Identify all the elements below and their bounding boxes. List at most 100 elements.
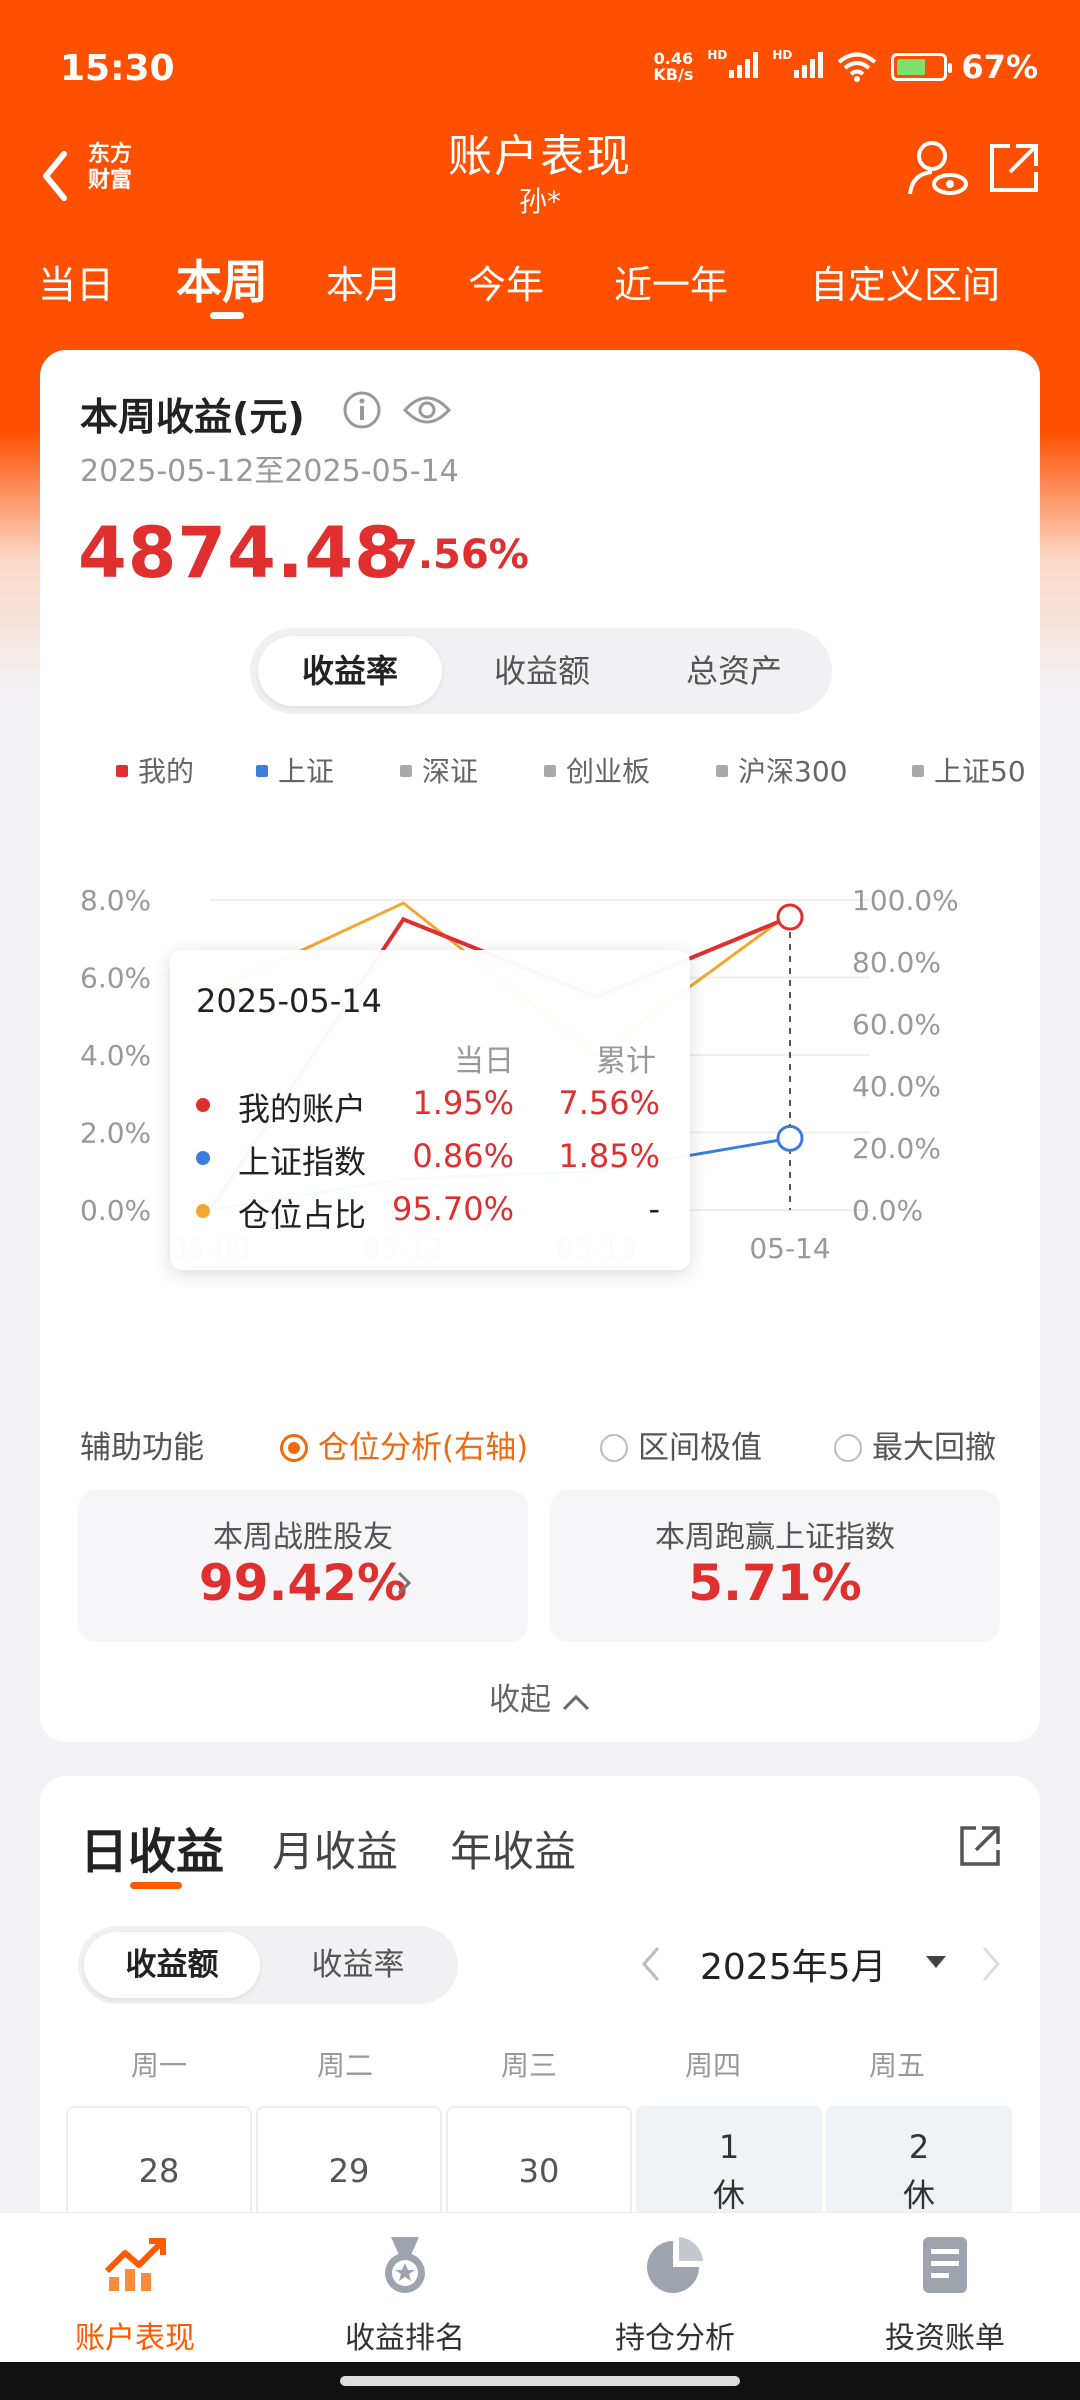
share-icon[interactable] [986, 140, 1042, 196]
nav-profit-ranking[interactable]: 收益排名 [270, 2233, 540, 2357]
segment-return-rate[interactable]: 收益率 [258, 636, 442, 706]
medal-icon [385, 2237, 425, 2293]
chart-tooltip: 2025-05-14 当日 累计 我的账户 1.95% 7.56% 上证指数 0… [170, 950, 690, 1270]
legend-chinext[interactable]: 创业板 [544, 750, 650, 790]
chevron-up-icon [562, 1694, 590, 1711]
data-point [776, 1124, 804, 1152]
chevron-left-icon[interactable] [640, 1944, 662, 1984]
brand-logo: 东方 财富 [88, 142, 133, 193]
info-icon[interactable] [342, 390, 382, 430]
home-indicator[interactable] [340, 2376, 740, 2386]
tooltip-row-index: 上证指数 0.86% 1.85% [196, 1137, 676, 1181]
y-left-tick-label: 8.0% [80, 884, 151, 917]
calendar-mode-segment: 收益额 收益率 [78, 1926, 458, 2004]
tab-monthly-profit[interactable]: 月收益 [272, 1827, 399, 1876]
y-right-tick-label: 60.0% [852, 1008, 941, 1041]
calendar-day[interactable]: 28 [66, 2106, 252, 2226]
radio-position-analysis[interactable]: 仓位分析(右轴) [280, 1422, 528, 1467]
aux-functions: 辅助功能 仓位分析(右轴) 区间极值 最大回撤 [80, 1422, 1020, 1466]
data-point [776, 903, 804, 931]
tab-today[interactable]: 当日 [38, 263, 115, 307]
tab-custom-range[interactable]: 自定义区间 [810, 263, 1001, 307]
tooltip-col-total: 累计 [596, 1044, 656, 1079]
radio-range-extremes[interactable]: 区间极值 [600, 1422, 762, 1467]
signal-2-icon: HD [772, 48, 824, 86]
legend-shanghai[interactable]: 上证 [256, 750, 334, 790]
tab-this-year[interactable]: 今年 [468, 263, 545, 307]
tab-yearly-profit[interactable]: 年收益 [450, 1827, 577, 1876]
net-speed: 0.46 KB/s [653, 49, 694, 84]
wifi-icon [838, 52, 877, 82]
period-tabs: 当日 本周 本月 今年 近一年 自定义区间 [0, 240, 1080, 320]
caret-down-icon[interactable] [926, 1956, 946, 1968]
stat-beat-peers[interactable]: 本周战胜股友 99.42% [78, 1490, 528, 1642]
y-left-tick-label: 6.0% [80, 962, 151, 995]
trend-chart-icon [104, 2238, 166, 2291]
segment-profit-amount[interactable]: 收益额 [84, 1932, 260, 1998]
page-title: 账户表现 [448, 131, 632, 182]
profit-amount: 4874.48 [78, 512, 404, 594]
pie-chart-icon [647, 2237, 703, 2293]
stat-beat-index: 本周跑赢上证指数 5.71% [550, 1490, 1000, 1642]
tab-underline [210, 312, 244, 319]
legend-mine[interactable]: 我的 [116, 750, 194, 790]
legend-sse50[interactable]: 上证50 [912, 750, 1026, 790]
nav-investment-bill[interactable]: 投资账单 [810, 2233, 1080, 2357]
y-right-tick-label: 80.0% [852, 946, 941, 979]
chevron-right-icon[interactable] [980, 1944, 1002, 1984]
battery-icon [891, 53, 953, 81]
status-time: 15:30 [60, 48, 175, 89]
segment-profit-amount[interactable]: 收益额 [493, 652, 590, 690]
status-icons: 0.46 KB/s HD HD 67% [653, 48, 1038, 86]
current-month[interactable]: 2025年5月 [700, 1947, 887, 1988]
y-right-tick-label: 40.0% [852, 1070, 941, 1103]
tab-daily-profit[interactable]: 日收益 [80, 1824, 225, 1880]
weekday-label: 周一 [130, 2049, 187, 2082]
tooltip-date: 2025-05-14 [196, 982, 382, 1020]
back-arrow-icon[interactable] [36, 146, 76, 206]
tooltip-row-position: 仓位占比 95.70% - [196, 1190, 676, 1234]
nav-account-performance[interactable]: 账户表现 [0, 2233, 270, 2357]
calendar-day[interactable]: 29 [256, 2106, 442, 2226]
chart-legend: 我的 上证 深证 创业板 沪深300 上证50 [76, 750, 1036, 790]
summary-title: 本周收益(元) [80, 395, 305, 439]
tab-last-year[interactable]: 近一年 [614, 263, 729, 307]
y-right-tick-label: 20.0% [852, 1132, 941, 1165]
calendar-day[interactable]: 30 [446, 2106, 632, 2226]
radio-off-icon [834, 1434, 862, 1462]
weekday-label: 周二 [316, 2049, 373, 2082]
tab-this-month[interactable]: 本月 [326, 263, 403, 307]
y-right-tick-label: 100.0% [852, 884, 959, 917]
weekday-label: 周三 [500, 2049, 557, 2082]
user-eye-icon[interactable] [906, 136, 970, 200]
y-left-tick-label: 2.0% [80, 1117, 151, 1150]
nav-holding-analysis[interactable]: 持仓分析 [540, 2233, 810, 2357]
status-bar: 15:30 0.46 KB/s HD HD 67% [0, 0, 1080, 130]
profit-tab-underline [130, 1882, 182, 1889]
chart-mode-segment: 收益率 收益额 总资产 [250, 628, 832, 714]
system-nav-bar [0, 2362, 1080, 2400]
collapse-button[interactable]: 收起 [40, 1674, 1040, 1719]
eye-icon[interactable] [402, 388, 452, 432]
top-nav: 东方 财富 账户表现 孙* [0, 120, 1080, 230]
stat-beat-index-value: 5.71% [688, 1554, 862, 1612]
stat-beat-peers-value: 99.42% [198, 1554, 408, 1612]
legend-csi300[interactable]: 沪深300 [716, 750, 847, 790]
account-name: 孙* [518, 185, 561, 218]
month-selector: 2025年5月 [640, 1934, 1020, 1994]
tab-this-week[interactable]: 本周 [176, 255, 268, 309]
radio-max-drawdown[interactable]: 最大回撤 [834, 1422, 996, 1467]
x-tick-label: 05-14 [749, 1232, 830, 1265]
segment-total-assets[interactable]: 总资产 [685, 652, 782, 690]
radio-on-icon [280, 1434, 308, 1462]
weekly-summary-card: 本周收益(元) 2025-05-12至2025-05-14 4874.48 7.… [40, 350, 1040, 1742]
share-icon[interactable] [956, 1822, 1004, 1870]
signal-1-icon: HD [707, 48, 759, 86]
weekday-label: 周四 [684, 2049, 741, 2082]
segment-profit-rate[interactable]: 收益率 [311, 1947, 405, 1983]
legend-shenzhen[interactable]: 深证 [400, 750, 478, 790]
y-right-tick-label: 0.0% [852, 1194, 923, 1227]
bottom-nav: 账户表现 收益排名 持仓分析 投资账单 [0, 2212, 1080, 2362]
